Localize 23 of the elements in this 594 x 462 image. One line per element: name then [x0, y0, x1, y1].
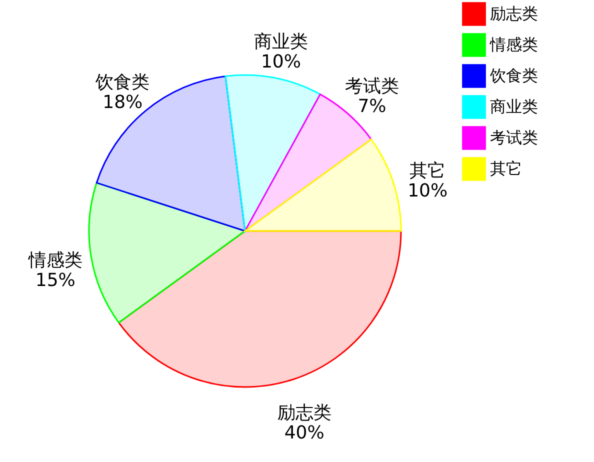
data-label: 15% [35, 270, 76, 292]
legend-label: 商业类 [490, 97, 538, 116]
data-label: 40% [284, 422, 324, 444]
data-label: 10% [260, 51, 301, 72]
slice-label: 商业类 [254, 31, 308, 52]
slice-label: 情感类 [27, 250, 82, 272]
legend-label: 励志类 [490, 4, 538, 23]
pie-slice [88, 182, 246, 324]
pie-slice [118, 230, 402, 388]
pie-slice [224, 74, 321, 232]
pie-slice [244, 138, 402, 232]
slice-label: 其它 [410, 160, 446, 182]
pie-slice [96, 75, 246, 232]
slice-label: 饮食类 [94, 72, 150, 94]
legend-label: 情感类 [489, 35, 538, 54]
legend-label: 饮食类 [489, 66, 538, 85]
legend-label: 其它 [490, 159, 522, 178]
legend-label: 考试类 [490, 128, 538, 147]
data-label: 18% [102, 92, 143, 114]
data-label: 10% [408, 180, 448, 202]
slice-label: 考试类 [344, 76, 399, 97]
data-label: 7% [358, 96, 386, 117]
slice-label: 励志类 [277, 402, 332, 424]
